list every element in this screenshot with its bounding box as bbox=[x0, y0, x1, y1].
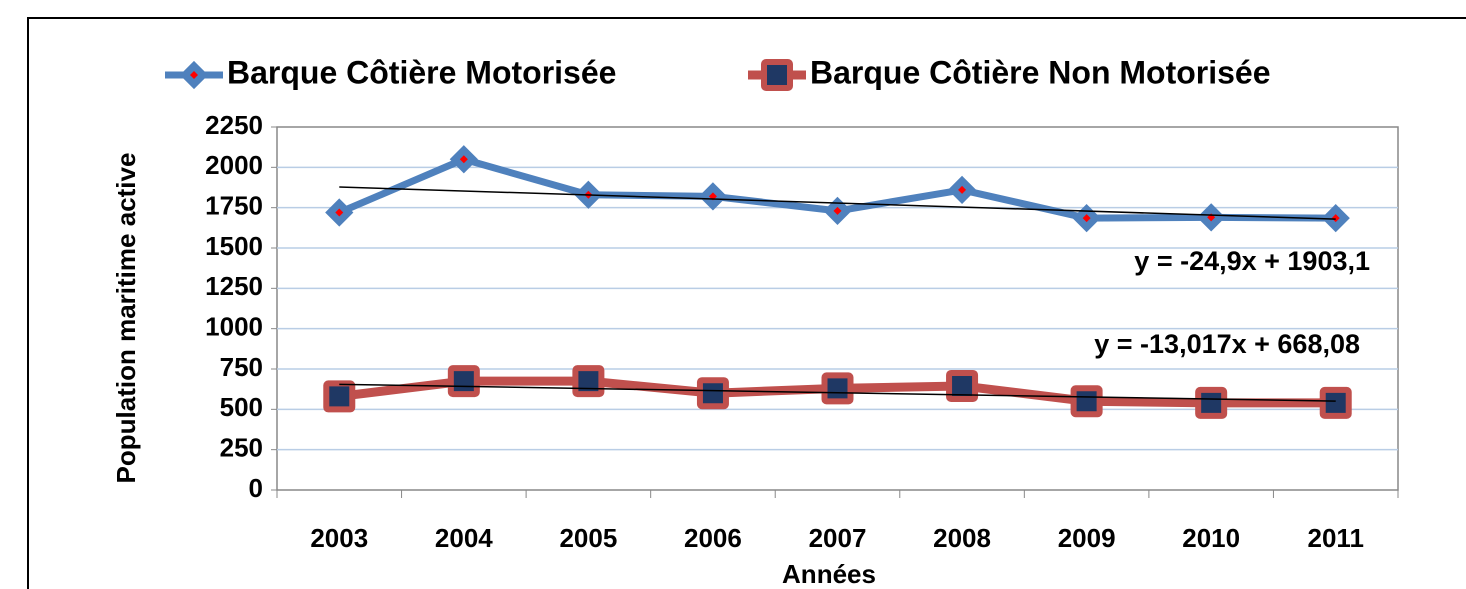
x-tick-label: 2006 bbox=[684, 523, 742, 553]
data-point bbox=[447, 365, 480, 398]
legend-label: Barque Côtière Non Motorisée bbox=[810, 54, 1271, 90]
y-tick-label: 1750 bbox=[205, 191, 263, 221]
y-tick-label: 1250 bbox=[205, 271, 263, 301]
y-tick-label: 750 bbox=[220, 352, 263, 382]
data-point bbox=[323, 380, 356, 413]
data-point bbox=[1070, 385, 1103, 418]
x-tick-label: 2009 bbox=[1058, 523, 1116, 553]
x-tick-label: 2004 bbox=[435, 523, 493, 553]
data-point bbox=[572, 365, 605, 398]
data-point-center bbox=[1331, 214, 1340, 223]
trendline bbox=[339, 186, 1336, 220]
x-tick-label: 2011 bbox=[1308, 523, 1364, 553]
frame bbox=[27, 17, 1466, 589]
y-tick-label: 250 bbox=[220, 433, 263, 463]
data-point bbox=[1195, 386, 1228, 419]
y-axis-title: Population maritime active bbox=[111, 153, 141, 484]
legend-marker-center bbox=[190, 71, 198, 79]
y-tick-label: 0 bbox=[249, 473, 263, 503]
x-tick-label: 2003 bbox=[310, 523, 368, 553]
plot-area bbox=[276, 126, 1399, 491]
data-point bbox=[821, 372, 854, 405]
x-tick-label: 2010 bbox=[1182, 523, 1240, 553]
x-axis-title: Années bbox=[782, 559, 876, 589]
data-point bbox=[1319, 386, 1352, 419]
x-tick-label: 2005 bbox=[559, 523, 617, 553]
data-point-center bbox=[459, 155, 468, 164]
legend-marker bbox=[761, 59, 793, 91]
trendline-label: y = -24,9x + 1903,1 bbox=[1134, 246, 1370, 276]
legend-label: Barque Côtière Motorisée bbox=[227, 54, 616, 90]
data-point-center bbox=[833, 206, 842, 215]
data-point-center bbox=[335, 208, 344, 217]
x-tick-label: 2008 bbox=[933, 523, 991, 553]
x-tick-label: 2007 bbox=[809, 523, 867, 553]
data-point bbox=[946, 369, 979, 402]
data-point-center bbox=[1082, 214, 1091, 223]
y-tick-label: 1000 bbox=[205, 312, 263, 342]
trendline bbox=[339, 383, 1336, 402]
y-tick-label: 2000 bbox=[205, 150, 263, 180]
y-tick-label: 1500 bbox=[205, 231, 263, 261]
data-point-center bbox=[958, 185, 967, 194]
trendline-label: y = -13,017x + 668,08 bbox=[1094, 329, 1360, 359]
y-tick-label: 2250 bbox=[205, 110, 263, 140]
data-point bbox=[696, 377, 729, 410]
y-tick-label: 500 bbox=[220, 392, 263, 422]
